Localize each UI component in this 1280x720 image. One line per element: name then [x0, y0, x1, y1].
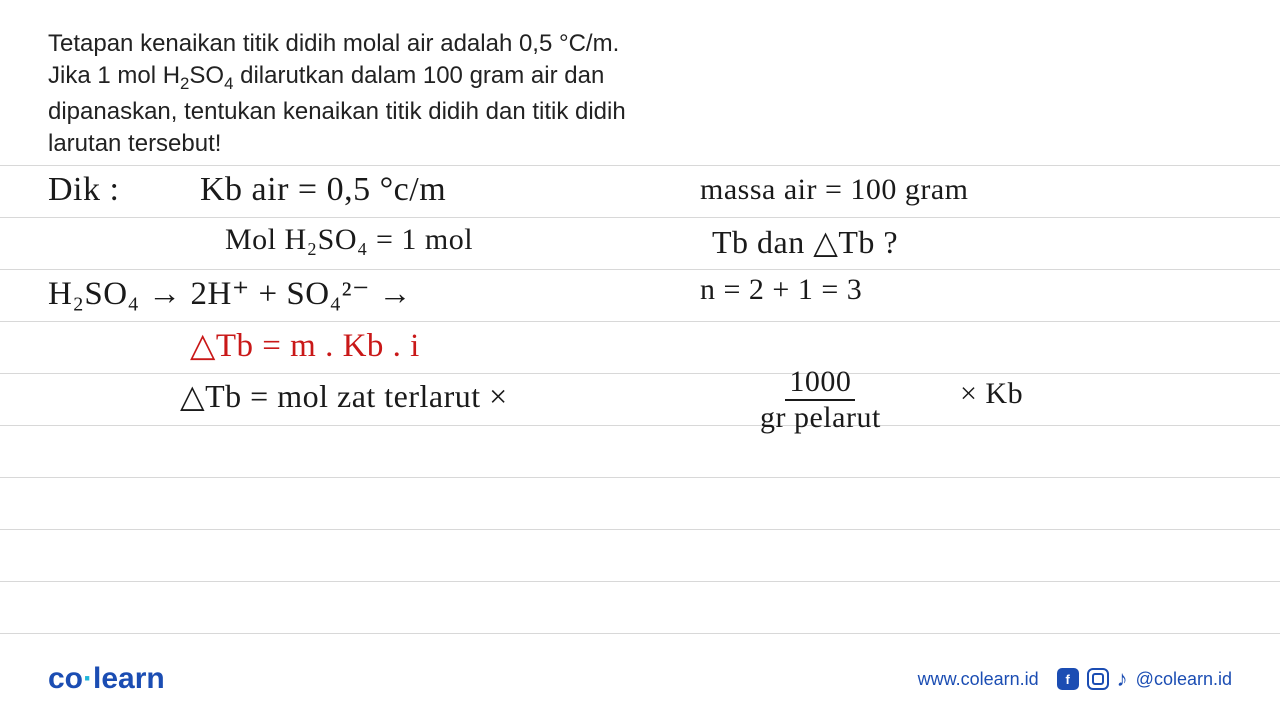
footer-url: www.colearn.id [918, 669, 1039, 690]
footer-right: www.colearn.id f ♪ @colearn.id [918, 666, 1232, 692]
footer: co·learn www.colearn.id f ♪ @colearn.id [0, 662, 1280, 696]
question-text: Tetapan kenaikan titik didih molal air a… [48, 28, 1232, 161]
hand-dtb-expand-a: △Tb = mol zat terlarut × [180, 377, 508, 415]
hand-mol-h2so4: Mol H₂SO₄ = 1 mol [225, 223, 473, 257]
instagram-icon [1087, 668, 1109, 690]
hand-frac-bot: gr pelarut [760, 401, 881, 434]
hand-n-eq: n = 2 + 1 = 3 [700, 273, 862, 307]
logo-dot: · [83, 662, 93, 695]
logo-co: co [48, 662, 83, 695]
footer-handle: @colearn.id [1136, 669, 1232, 690]
ruled-paper: Dik : Kb air = 0,5 °c/m massa air = 100 … [0, 165, 1280, 720]
hand-kb-air: Kb air = 0,5 °c/m [200, 171, 446, 209]
facebook-icon: f [1057, 668, 1079, 690]
hand-tb-dtb: Tb dan △Tb ? [712, 223, 898, 261]
hand-dtb-expand-b: × Kb [960, 377, 1023, 411]
hand-frac: 1000 gr pelarut [760, 365, 881, 435]
hand-h2so4-arrow: H₂SO₄ → 2H⁺ + SO₄²⁻ → [48, 273, 412, 313]
question-line-3: dipanaskan, tentukan kenaikan titik didi… [48, 96, 1232, 128]
hand-dik: Dik : [48, 171, 119, 209]
question-line-2: Jika 1 mol H2SO4 dilarutkan dalam 100 gr… [48, 60, 1232, 95]
hand-massa-air: massa air = 100 gram [700, 173, 969, 207]
tiktok-icon: ♪ [1117, 666, 1128, 692]
brand-logo: co·learn [48, 662, 165, 696]
hand-dtb-formula: △Tb = m . Kb . i [190, 325, 420, 365]
question-line-1: Tetapan kenaikan titik didih molal air a… [48, 28, 1232, 60]
hand-frac-top: 1000 [785, 365, 855, 401]
social-icons: f ♪ @colearn.id [1057, 666, 1232, 692]
logo-learn: learn [93, 662, 165, 695]
question-line-4: larutan tersebut! [48, 128, 1232, 160]
